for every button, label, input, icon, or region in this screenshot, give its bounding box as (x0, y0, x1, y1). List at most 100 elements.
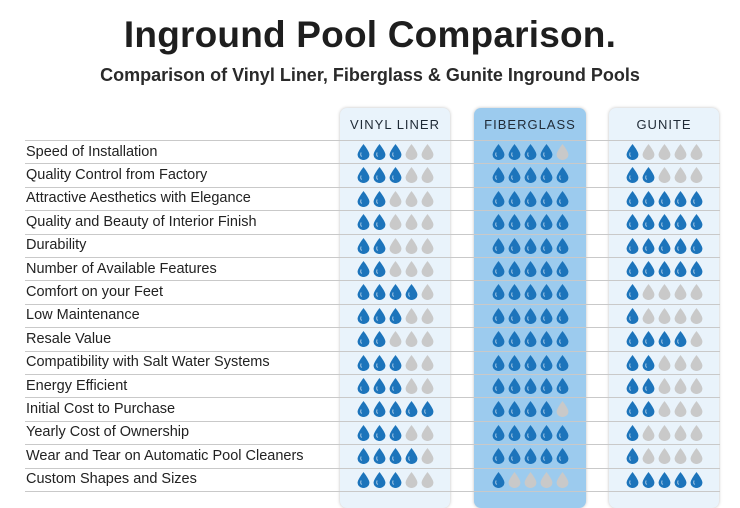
water-drop-filled-icon (674, 237, 686, 254)
row-label: Low Maintenance (26, 307, 140, 324)
column-header-fiberglass: FIBERGLASS (484, 117, 576, 132)
water-drop-filled-icon (389, 354, 401, 371)
water-drop-empty-icon (556, 401, 568, 418)
water-drop-filled-icon (626, 190, 638, 207)
row-label: Initial Cost to Purchase (26, 400, 176, 417)
water-drop-empty-icon (405, 378, 417, 394)
water-drop-empty-icon (405, 144, 417, 160)
water-drop-empty-icon (421, 261, 433, 277)
water-drop-filled-icon (373, 378, 385, 394)
row-label: Wear and Tear on Automatic Pool Cleaners (26, 447, 304, 464)
row-label: Custom Shapes and Sizes (26, 471, 197, 488)
water-drop-filled-icon (492, 331, 504, 348)
water-drop-filled-icon (508, 284, 520, 301)
row-label: Attractive Aesthetics with Elegance (26, 190, 251, 207)
water-drop-filled-icon (389, 167, 401, 184)
water-drop-empty-icon (674, 167, 686, 184)
water-drop-filled-icon (373, 307, 385, 324)
water-drop-filled-icon (642, 214, 654, 231)
water-drop-filled-icon (524, 424, 536, 441)
rating-vinyl-liner (340, 234, 450, 257)
water-drop-empty-icon (405, 424, 417, 441)
water-drop-filled-icon (357, 331, 369, 348)
water-drop-empty-icon (690, 401, 702, 418)
water-drop-empty-icon (421, 214, 433, 231)
water-drop-empty-icon (421, 167, 433, 184)
rating-fiberglass (474, 141, 586, 164)
water-drop-filled-icon (626, 354, 638, 371)
rating-gunite (609, 445, 719, 468)
water-drop-filled-icon (389, 307, 401, 324)
water-drop-empty-icon (389, 190, 401, 207)
water-drop-empty-icon (658, 354, 670, 371)
rating-fiberglass (474, 398, 586, 421)
row-label: Compatibility with Salt Water Systems (26, 354, 270, 371)
water-drop-empty-icon (674, 378, 686, 394)
row-divider (25, 163, 720, 165)
water-drop-filled-icon (540, 144, 552, 160)
water-drop-filled-icon (658, 237, 670, 254)
water-drop-filled-icon (540, 448, 552, 465)
water-drop-empty-icon (405, 307, 417, 324)
water-drop-empty-icon (556, 144, 568, 160)
water-drop-filled-icon (642, 237, 654, 254)
water-drop-filled-icon (389, 401, 401, 418)
water-drop-filled-icon (373, 237, 385, 254)
water-drop-empty-icon (389, 331, 401, 348)
water-drop-filled-icon (492, 378, 504, 394)
water-drop-filled-icon (492, 167, 504, 184)
rating-gunite (609, 281, 719, 304)
water-drop-filled-icon (357, 401, 369, 418)
water-drop-empty-icon (690, 284, 702, 301)
row-divider (25, 467, 720, 469)
water-drop-filled-icon (492, 190, 504, 207)
water-drop-filled-icon (556, 378, 568, 394)
water-drop-filled-icon (389, 378, 401, 394)
water-drop-filled-icon (690, 471, 702, 488)
water-drop-filled-icon (540, 378, 552, 394)
water-drop-empty-icon (405, 237, 417, 254)
water-drop-filled-icon (524, 378, 536, 394)
water-drop-filled-icon (524, 214, 536, 231)
water-drop-filled-icon (405, 401, 417, 418)
column-header-vinyl-liner: VINYL LINER (350, 117, 440, 132)
row-label: Quality Control from Factory (26, 166, 208, 183)
water-drop-filled-icon (540, 284, 552, 301)
water-drop-filled-icon (405, 284, 417, 301)
water-drop-filled-icon (540, 331, 552, 348)
rating-gunite (609, 328, 719, 351)
row-label: Quality and Beauty of Interior Finish (26, 213, 257, 230)
water-drop-empty-icon (421, 354, 433, 371)
water-drop-filled-icon (690, 214, 702, 231)
row-divider (25, 140, 720, 141)
water-drop-filled-icon (373, 144, 385, 160)
rating-gunite (609, 398, 719, 421)
water-drop-filled-icon (626, 331, 638, 348)
row-divider (25, 210, 720, 212)
rating-fiberglass (474, 421, 586, 444)
water-drop-empty-icon (690, 448, 702, 465)
rating-gunite (609, 421, 719, 444)
water-drop-empty-icon (421, 190, 433, 207)
row-divider (25, 186, 720, 188)
water-drop-filled-icon (540, 214, 552, 231)
water-drop-filled-icon (658, 190, 670, 207)
rating-gunite (609, 141, 719, 164)
rating-fiberglass (474, 351, 586, 374)
water-drop-filled-icon (508, 401, 520, 418)
water-drop-filled-icon (524, 307, 536, 324)
row-divider (25, 397, 720, 399)
water-drop-filled-icon (357, 448, 369, 465)
rating-vinyl-liner (340, 445, 450, 468)
water-drop-filled-icon (556, 261, 568, 277)
water-drop-empty-icon (421, 378, 433, 394)
water-drop-filled-icon (658, 471, 670, 488)
water-drop-empty-icon (524, 471, 536, 488)
water-drop-filled-icon (492, 401, 504, 418)
water-drop-empty-icon (642, 307, 654, 324)
row-label: Energy Efficient (26, 377, 128, 394)
rating-gunite (609, 304, 719, 327)
rating-gunite (609, 187, 719, 210)
water-drop-filled-icon (373, 471, 385, 488)
water-drop-filled-icon (556, 354, 568, 371)
